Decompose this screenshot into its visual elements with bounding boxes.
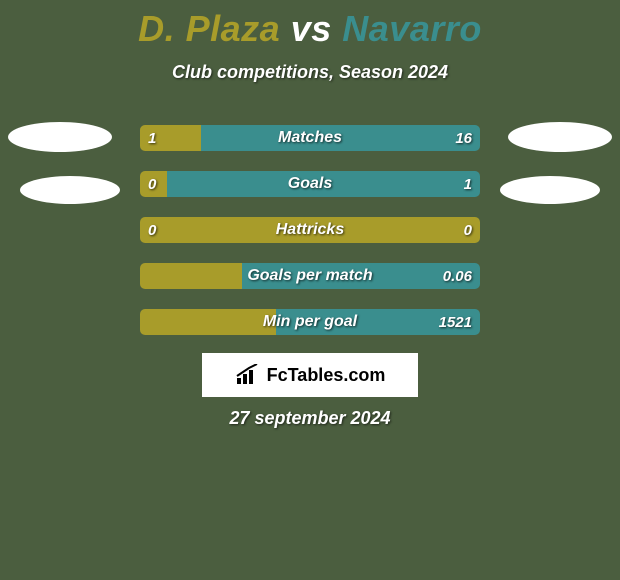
stat-value-right: 0.06: [435, 263, 480, 289]
stat-bar-right: [201, 125, 480, 151]
subtitle: Club competitions, Season 2024: [0, 62, 620, 83]
stat-bar-right: [167, 171, 480, 197]
stat-row: 01Goals: [140, 171, 480, 197]
brand-text: FcTables.com: [267, 365, 386, 386]
stat-bar-left: [140, 309, 276, 335]
stat-value-right: 0: [456, 217, 480, 243]
stat-rows: 116Matches01Goals00Hattricks0.06Goals pe…: [140, 125, 480, 355]
stat-row: 1521Min per goal: [140, 309, 480, 335]
stat-bar-left: [140, 217, 480, 243]
player1-avatar-placeholder: [8, 122, 112, 152]
stat-row: 0.06Goals per match: [140, 263, 480, 289]
player2-name: Navarro: [342, 8, 482, 49]
player1-team-placeholder: [20, 176, 120, 204]
stat-row: 116Matches: [140, 125, 480, 151]
brand-box: FcTables.com: [202, 353, 418, 397]
footer-date: 27 september 2024: [0, 408, 620, 429]
stat-value-right: 1: [456, 171, 480, 197]
stat-value-left: 0: [140, 171, 164, 197]
stat-value-left: [140, 309, 156, 335]
stat-value-right: 16: [447, 125, 480, 151]
stat-value-left: 0: [140, 217, 164, 243]
page-title: D. Plaza vs Navarro: [0, 8, 620, 50]
vs-text: vs: [291, 8, 332, 49]
player1-name: D. Plaza: [138, 8, 280, 49]
stat-row: 00Hattricks: [140, 217, 480, 243]
stat-value-right: 1521: [431, 309, 480, 335]
comparison-card: D. Plaza vs Navarro Club competitions, S…: [0, 0, 620, 580]
stat-value-left: [140, 263, 156, 289]
stat-value-left: 1: [140, 125, 164, 151]
player2-team-placeholder: [500, 176, 600, 204]
brand-chart-icon: [235, 364, 261, 386]
player2-avatar-placeholder: [508, 122, 612, 152]
